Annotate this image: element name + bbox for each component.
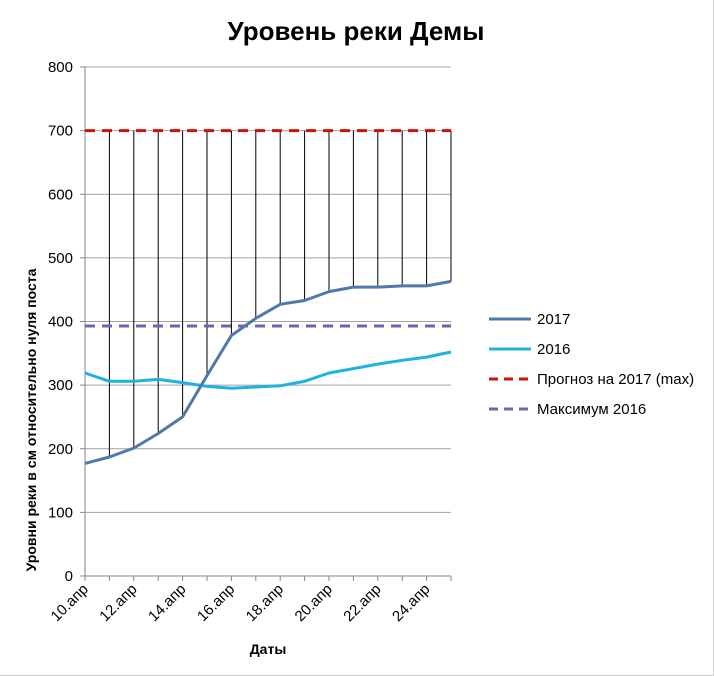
y-tick-label: 200	[48, 441, 73, 458]
y-tick-label: 800	[48, 59, 73, 76]
legend: 2017 2016 Прогноз на 2017 (max) Максимум 20…	[489, 311, 694, 418]
x-tick-label: 12.апр	[96, 581, 140, 625]
series-layer	[84, 129, 452, 465]
drop-lines	[84, 130, 452, 464]
series-line-1	[84, 350, 452, 390]
y-tick-label: 600	[48, 186, 73, 203]
chart-title: Уровень реки Демы	[228, 16, 485, 46]
y-tick-labels: 0 100 200 300 400 500 600 700 800	[48, 59, 73, 585]
x-tick-label: 18.апр	[243, 581, 287, 625]
x-tick-label: 20.апр	[292, 581, 336, 625]
x-axis-title: Даты	[250, 641, 287, 657]
legend-label-1: 2016	[537, 341, 570, 358]
legend-label-2: Прогноз на 2017 (max)	[537, 371, 694, 388]
y-tick-label: 0	[65, 568, 73, 585]
legend-label-0: 2017	[537, 311, 570, 328]
y-tick-label: 400	[48, 314, 73, 331]
y-tick-label: 100	[48, 504, 73, 521]
y-tick-label: 700	[48, 123, 73, 140]
x-tick-label: 24.апр	[389, 581, 433, 625]
x-tick-label: 16.апр	[194, 581, 238, 625]
series-line-0	[84, 279, 452, 465]
y-tick-label: 500	[48, 250, 73, 267]
x-tick-label: 22.апр	[340, 581, 384, 625]
x-tick-label: 14.апр	[145, 581, 189, 625]
y-axis-title: Уровни реки в см относительно нуля поста	[23, 268, 39, 571]
axes	[80, 66, 452, 581]
x-tick-labels: 10.апр 12.апр 14.апр 16.апр 18.апр 20.апр 22.а…	[48, 581, 434, 625]
x-tick-label: 10.апр	[48, 581, 92, 625]
y-tick-label: 300	[48, 377, 73, 394]
legend-label-3: Максимум 2016	[537, 401, 646, 418]
